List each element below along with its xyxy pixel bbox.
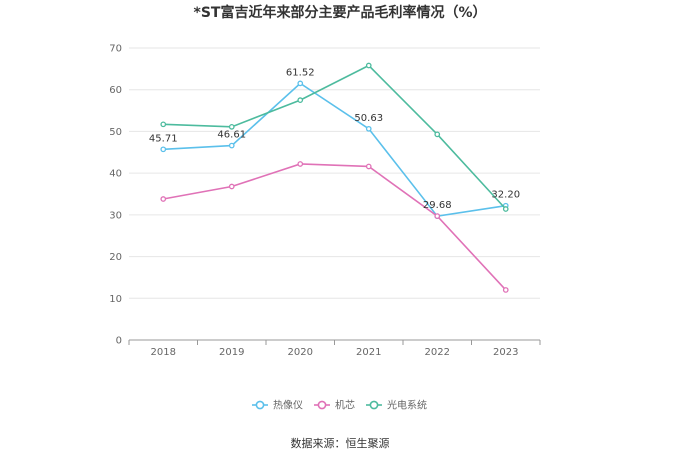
y-tick-label: 20 — [109, 252, 122, 263]
data-label: 32.20 — [491, 190, 520, 201]
y-tick-label: 60 — [109, 85, 122, 96]
data-point — [434, 131, 441, 138]
x-tick-label: 2021 — [356, 347, 381, 358]
data-label: 45.71 — [149, 133, 178, 144]
y-tick-label: 50 — [109, 127, 122, 138]
x-tick-label: 2023 — [493, 347, 518, 358]
legend-marker — [255, 400, 265, 410]
data-point — [297, 161, 304, 167]
series-line-2 — [163, 163, 507, 291]
data-label: 50.63 — [354, 113, 383, 124]
data-point — [228, 142, 235, 149]
data-point — [434, 213, 441, 219]
data-point — [160, 196, 167, 202]
y-tick-label: 40 — [109, 169, 122, 180]
data-point — [502, 206, 509, 212]
legend-label: 热像仪 — [273, 399, 303, 412]
data-point — [297, 97, 304, 103]
data-point — [365, 163, 372, 170]
data-point — [160, 121, 167, 128]
data-point — [228, 123, 235, 130]
data-point — [502, 287, 509, 293]
data-label: 61.52 — [286, 67, 315, 78]
x-tick-label: 2019 — [219, 347, 244, 358]
legend-marker — [317, 400, 327, 410]
data-point — [365, 125, 372, 132]
x-tick-label: 2022 — [425, 347, 450, 358]
x-tick-label: 2020 — [288, 347, 313, 358]
data-point — [160, 146, 167, 153]
data-source-note: 数据来源：恒生聚源 — [291, 436, 390, 450]
data-label: 46.61 — [217, 130, 246, 141]
y-tick-label: 0 — [116, 336, 122, 347]
data-point — [365, 62, 372, 69]
legend-label: 机芯 — [335, 399, 355, 412]
y-tick-label: 30 — [109, 210, 122, 221]
series-line-1 — [163, 82, 506, 218]
legend-marker — [369, 400, 379, 410]
data-label: 29.68 — [423, 200, 452, 211]
x-tick-label: 2018 — [151, 347, 176, 358]
y-tick-label: 70 — [109, 44, 122, 55]
y-tick-label: 10 — [109, 294, 122, 305]
data-point — [297, 80, 304, 87]
data-point — [228, 183, 235, 190]
legend-label: 光电系统 — [387, 399, 427, 412]
chart-title: *ST富吉近年来部分主要产品毛利率情况（%） — [194, 4, 487, 21]
series-line-3 — [163, 64, 507, 210]
